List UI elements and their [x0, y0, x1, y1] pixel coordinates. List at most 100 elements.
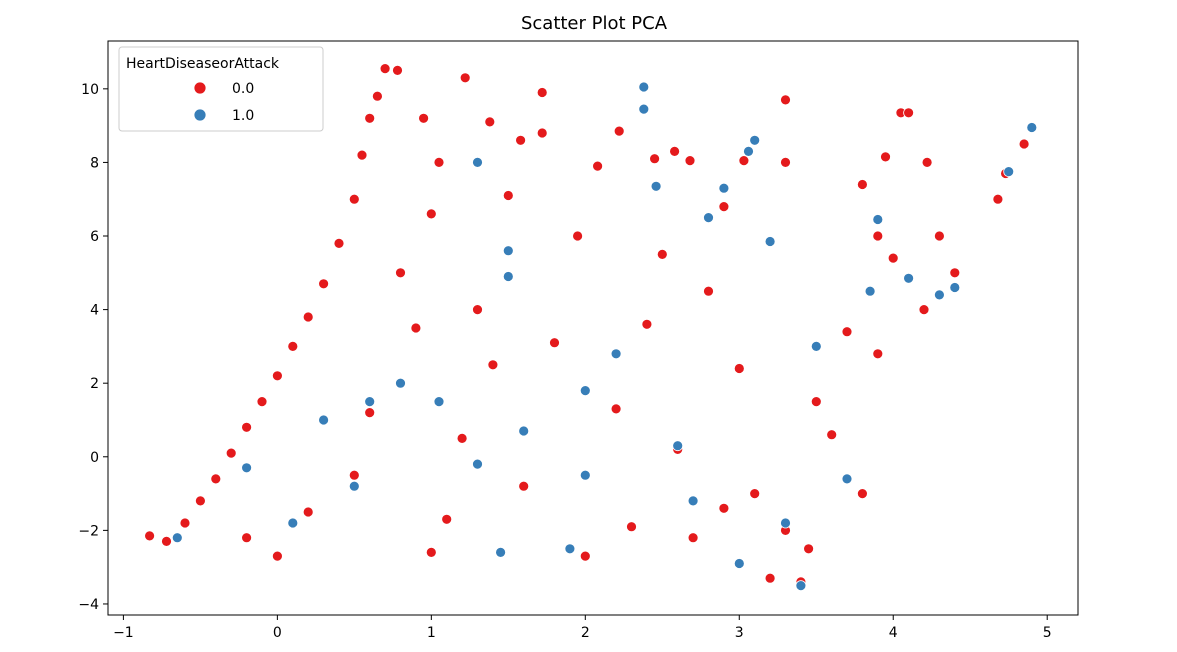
y-tick-label: 2 [90, 376, 99, 392]
y-tick-label: −2 [78, 523, 99, 539]
data-point [425, 208, 437, 220]
legend-items: 0.0 1.0 [193, 81, 254, 124]
x-tick-label: 5 [1043, 625, 1052, 641]
data-point [433, 396, 445, 408]
data-point [144, 530, 156, 542]
data-point [418, 112, 430, 124]
y-tick-label: 8 [90, 155, 99, 171]
data-point [780, 156, 791, 168]
data-point [733, 558, 745, 569]
x-tick-label: 1 [427, 625, 436, 641]
data-point [738, 155, 750, 167]
x-tick-label: 2 [581, 625, 590, 641]
data-point [459, 72, 471, 84]
data-point [241, 462, 253, 474]
data-point [502, 190, 514, 201]
legend-marker [193, 108, 207, 122]
data-point [1018, 138, 1030, 150]
x-tick-label: −1 [113, 625, 134, 641]
data-point [371, 90, 383, 102]
x-axis: −1 0 1 2 3 4 5 [113, 615, 1052, 641]
data-point [564, 543, 576, 555]
data-point [302, 506, 314, 518]
data-point [749, 488, 761, 500]
data-point [225, 447, 237, 459]
data-point [472, 458, 483, 470]
data-point [934, 230, 945, 242]
data-point [687, 495, 699, 507]
data-point [171, 532, 183, 544]
x-tick-label: 4 [889, 625, 898, 641]
data-point [992, 193, 1004, 205]
data-point [348, 469, 360, 481]
data-point [572, 230, 583, 242]
data-point [356, 149, 368, 161]
data-point [302, 311, 314, 323]
y-tick-label: 10 [81, 82, 99, 98]
data-point [487, 359, 499, 371]
data-point [857, 488, 868, 500]
data-point [271, 550, 283, 562]
data-point [410, 322, 422, 334]
data-point [687, 532, 699, 544]
data-point [241, 421, 253, 433]
data-point [392, 65, 403, 76]
data-point [718, 201, 730, 213]
data-point [703, 285, 714, 297]
data-point [638, 81, 650, 93]
legend: HeartDiseaseorAttack 0.0 1.0 [118, 46, 324, 132]
data-point [364, 112, 376, 124]
data-point [441, 513, 453, 525]
data-point [903, 107, 914, 119]
data-point [472, 156, 483, 168]
data-point [610, 348, 622, 360]
data-point [921, 156, 933, 168]
data-point [579, 550, 591, 562]
data-point [502, 271, 514, 282]
data-point [872, 348, 884, 360]
legend-box [118, 46, 324, 132]
data-point [857, 179, 868, 190]
data-point [472, 304, 483, 316]
chart-title: Scatter Plot PCA [521, 13, 668, 34]
data-point [764, 236, 776, 247]
data-point [610, 403, 622, 415]
data-point [348, 193, 360, 205]
data-point [780, 94, 791, 106]
x-tick-label: 3 [735, 625, 744, 641]
data-point [241, 532, 253, 544]
data-point [515, 134, 526, 146]
data-point [579, 469, 591, 481]
data-point [518, 480, 530, 492]
data-point [256, 396, 268, 408]
data-point [333, 237, 345, 249]
data-point [795, 580, 807, 591]
data-point [669, 145, 680, 157]
data-point [887, 252, 899, 264]
data-point [549, 337, 560, 349]
data-point [271, 370, 283, 382]
data-point [395, 377, 406, 389]
data-point [872, 214, 884, 225]
data-point [810, 340, 822, 352]
data-point [780, 517, 791, 529]
data-point [810, 396, 822, 408]
data-point [194, 495, 206, 507]
data-point [425, 547, 437, 558]
data-point [934, 289, 945, 301]
data-point [880, 151, 891, 163]
data-point [826, 429, 838, 441]
data-point [536, 127, 548, 139]
data-point [592, 160, 603, 172]
data-point [287, 517, 299, 529]
legend-title: HeartDiseaseorAttack [126, 56, 280, 72]
data-point [1003, 166, 1015, 178]
y-tick-label: 0 [90, 450, 99, 466]
data-point [649, 153, 660, 165]
data-point [433, 156, 445, 168]
data-point [579, 385, 591, 397]
data-point [949, 267, 961, 279]
data-point [1026, 122, 1038, 133]
